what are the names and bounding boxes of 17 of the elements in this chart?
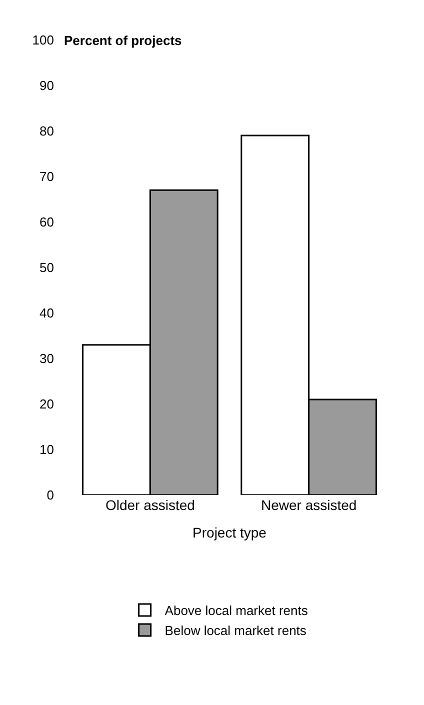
x-tick-label: Newer assisted <box>260 497 357 513</box>
y-tick-label: 70 <box>40 169 54 184</box>
legend-label: Below local market rents <box>164 623 307 638</box>
y-tick-label: 20 <box>40 396 54 412</box>
y-tick-label: 100 <box>32 32 54 48</box>
legend-label: Above local market rents <box>164 603 308 618</box>
y-tick-label: 10 <box>40 442 54 458</box>
y-axis-title: Percent of projects <box>64 33 182 48</box>
y-tick-label: 60 <box>40 214 54 230</box>
y-tick-label: 0 <box>46 488 54 503</box>
y-tick-label: 40 <box>40 306 54 321</box>
y-tick-label: 50 <box>40 260 54 276</box>
y-tick-label: 90 <box>40 78 54 94</box>
y-tick-label: 80 <box>40 124 54 139</box>
y-tick-label: 30 <box>40 351 54 366</box>
x-tick-label: Older assisted <box>105 497 195 513</box>
x-axis-title: Project type <box>192 524 267 540</box>
